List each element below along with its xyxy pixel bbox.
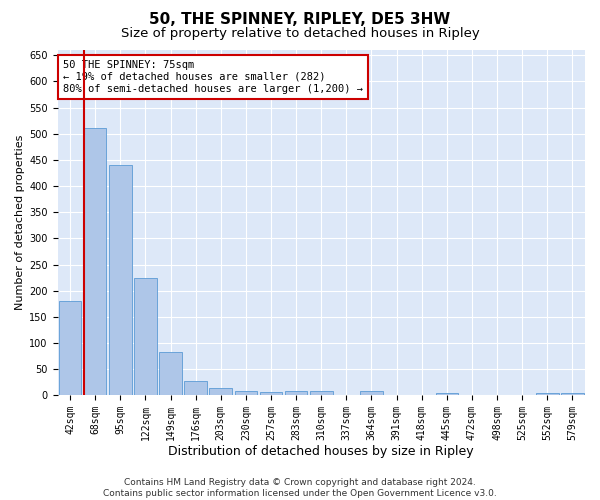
- Text: Size of property relative to detached houses in Ripley: Size of property relative to detached ho…: [121, 28, 479, 40]
- Bar: [235, 391, 257, 396]
- X-axis label: Distribution of detached houses by size in Ripley: Distribution of detached houses by size …: [169, 444, 474, 458]
- Bar: [59, 301, 82, 396]
- Bar: [109, 165, 131, 396]
- Bar: [561, 392, 584, 396]
- Text: 50 THE SPINNEY: 75sqm
← 19% of detached houses are smaller (282)
80% of semi-det: 50 THE SPINNEY: 75sqm ← 19% of detached …: [63, 60, 363, 94]
- Bar: [84, 128, 106, 396]
- Y-axis label: Number of detached properties: Number of detached properties: [15, 135, 25, 310]
- Text: 50, THE SPINNEY, RIPLEY, DE5 3HW: 50, THE SPINNEY, RIPLEY, DE5 3HW: [149, 12, 451, 28]
- Bar: [285, 391, 307, 396]
- Bar: [260, 392, 283, 396]
- Text: Contains HM Land Registry data © Crown copyright and database right 2024.
Contai: Contains HM Land Registry data © Crown c…: [103, 478, 497, 498]
- Bar: [436, 392, 458, 396]
- Bar: [184, 381, 207, 396]
- Bar: [159, 352, 182, 396]
- Bar: [536, 392, 559, 396]
- Bar: [209, 388, 232, 396]
- Bar: [360, 391, 383, 396]
- Bar: [134, 278, 157, 396]
- Bar: [310, 391, 332, 396]
